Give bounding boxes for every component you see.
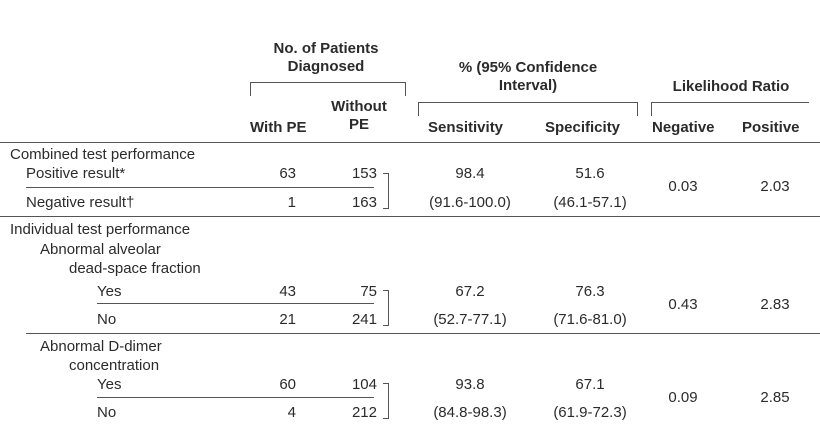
patients-group-rule [250, 82, 406, 83]
combined-specificity: 51.6 [575, 165, 605, 182]
alveolar-sensitivity: 67.2 [455, 283, 485, 300]
col-negative: Negative [652, 119, 715, 136]
ddimer-yes-without: 104 [351, 376, 377, 393]
alveolar-lr-negative: 0.43 [668, 296, 698, 313]
alveolar-specificity-ci: (71.6-81.0) [553, 311, 627, 328]
section-divider [0, 216, 820, 217]
alveolar-row-rule [97, 303, 374, 304]
col-without-pe: Without PE [331, 98, 387, 133]
alveolar-no-with: 21 [279, 311, 296, 328]
alveolar-bracket [383, 290, 389, 326]
ddimer-specificity-ci: (61.9-72.3) [553, 404, 627, 421]
lr-group-rule [651, 102, 809, 103]
alveolar-lr-positive: 2.83 [760, 296, 790, 313]
ci-group-tick-left [418, 102, 419, 116]
ddimer-row-rule [97, 397, 374, 398]
alveolar-yes-without: 75 [360, 283, 377, 300]
patients-group-tick-right [405, 82, 406, 96]
ddimer-lr-positive: 2.85 [760, 389, 790, 406]
combined-bracket [383, 173, 389, 209]
alveolar-sensitivity-ci: (52.7-77.1) [433, 311, 507, 328]
lr-group-header: Likelihood Ratio [672, 78, 790, 95]
col-sensitivity: Sensitivity [428, 119, 504, 136]
individual-section-label: Individual test performance [10, 221, 191, 238]
patients-group-tick-left [250, 82, 251, 96]
ddimer-yes-label: Yes [97, 376, 122, 393]
header-bottom-rule [0, 142, 820, 143]
combined-negative-without: 163 [351, 194, 377, 211]
ddimer-yes-with: 60 [279, 376, 296, 393]
ddimer-sensitivity: 93.8 [455, 376, 485, 393]
alveolar-no-without: 241 [351, 311, 377, 328]
ci-group-rule [418, 102, 638, 103]
alveolar-specificity: 76.3 [575, 283, 605, 300]
combined-sensitivity-ci: (91.6-100.0) [429, 194, 511, 211]
ddimer-no-without: 212 [351, 404, 377, 421]
alveolar-label: Abnormal alveolar dead-space fraction [40, 241, 201, 277]
col-with-pe: With PE [250, 119, 307, 136]
combined-specificity-ci: (46.1-57.1) [553, 194, 627, 211]
ddimer-bracket [383, 383, 389, 419]
combined-row-rule [26, 187, 374, 188]
combined-positive-without: 153 [351, 165, 377, 182]
combined-lr-negative: 0.03 [668, 178, 698, 195]
ddimer-sensitivity-ci: (84.8-98.3) [433, 404, 507, 421]
ddimer-lr-negative: 0.09 [668, 389, 698, 406]
combined-positive-with: 63 [279, 165, 296, 182]
alveolar-yes-label: Yes [97, 283, 122, 300]
subsection-divider [26, 333, 820, 334]
combined-negative-with: 1 [287, 194, 296, 211]
combined-positive-label: Positive result* [26, 165, 126, 182]
ddimer-label: Abnormal D-dimer concentration [40, 338, 162, 374]
ddimer-no-label: No [97, 404, 117, 421]
patients-group-header: No. of Patients Diagnosed [273, 40, 379, 75]
lr-group-tick-left [651, 102, 652, 116]
ddimer-specificity: 67.1 [575, 376, 605, 393]
alveolar-yes-with: 43 [279, 283, 296, 300]
combined-sensitivity: 98.4 [455, 165, 485, 182]
combined-negative-label: Negative result† [26, 194, 135, 211]
combined-lr-positive: 2.03 [760, 178, 790, 195]
col-specificity: Specificity [545, 119, 621, 136]
combined-section-label: Combined test performance [10, 146, 196, 163]
alveolar-no-label: No [97, 311, 117, 328]
ci-group-header: % (95% Confidence Interval) [458, 59, 598, 94]
ddimer-no-with: 4 [287, 404, 296, 421]
col-positive: Positive [742, 119, 800, 136]
ci-group-tick-right [637, 102, 638, 116]
